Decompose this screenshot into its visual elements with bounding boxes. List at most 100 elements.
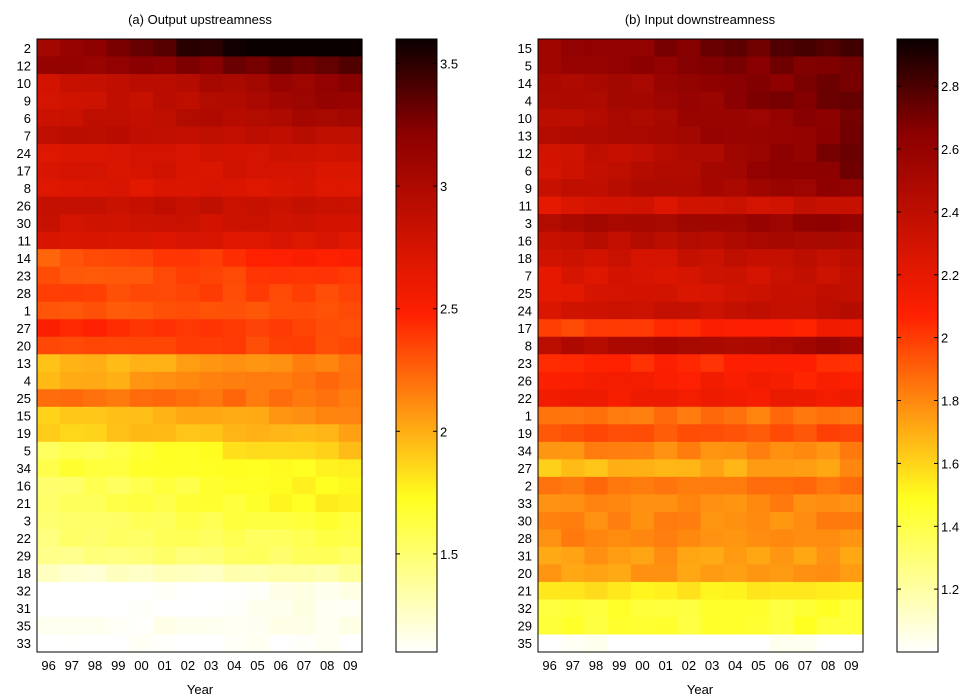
heatmap-cell <box>83 214 108 233</box>
heatmap-cell <box>700 91 725 110</box>
heatmap-cell <box>83 179 108 198</box>
heatmap-cell <box>538 494 562 513</box>
heatmap-cell <box>770 459 794 478</box>
heatmap-cell <box>700 266 725 285</box>
heatmap-cell <box>153 634 177 653</box>
heatmap-cell <box>700 231 725 250</box>
heatmap-cell <box>793 476 818 495</box>
heatmap-cell <box>106 179 131 198</box>
x-tick-label: 00 <box>635 658 649 673</box>
heatmap-cell <box>245 406 270 425</box>
heatmap-cell <box>723 529 748 548</box>
y-tick-label: 31 <box>518 549 532 564</box>
heatmap-cell <box>269 214 293 233</box>
heatmap-cell <box>199 546 224 566</box>
heatmap-cell <box>37 196 61 215</box>
y-tick-label: 15 <box>518 41 532 56</box>
heatmap-cell <box>199 494 224 513</box>
heatmap-cell <box>561 336 586 355</box>
heatmap-cell <box>677 301 702 320</box>
heatmap-cell <box>677 599 702 618</box>
heatmap-cell <box>292 74 317 93</box>
heatmap-cell <box>793 231 818 250</box>
heatmap-cell <box>723 249 748 268</box>
heatmap-cell <box>770 354 794 373</box>
heatmap-cell <box>746 249 771 268</box>
heatmap-cell <box>630 441 655 460</box>
heatmap-cell <box>630 406 655 425</box>
heatmap-cell <box>129 126 154 145</box>
heatmap-cell <box>723 214 748 233</box>
heatmap-cell <box>723 319 748 338</box>
heatmap-cell <box>700 179 725 198</box>
heatmap-cell <box>245 546 270 566</box>
heatmap-cell <box>83 371 108 390</box>
heatmap-cell <box>129 196 154 215</box>
y-tick-label: 7 <box>24 128 31 143</box>
heatmap-cell <box>315 319 340 338</box>
heatmap-cell <box>561 179 586 198</box>
heatmap-cell <box>245 249 270 268</box>
heatmap-cell <box>106 249 131 268</box>
heatmap-cell <box>746 126 771 145</box>
heatmap-cell <box>37 214 61 233</box>
heatmap-cell <box>654 284 678 303</box>
heatmap-cell <box>60 74 85 93</box>
heatmap-cell <box>338 616 363 636</box>
y-tick-label: 24 <box>518 304 532 319</box>
heatmap-cell <box>584 249 609 268</box>
heatmap-cell <box>584 39 609 58</box>
heatmap-cell <box>770 634 794 653</box>
heatmap-cell <box>607 599 632 618</box>
y-tick-label: 10 <box>17 76 31 91</box>
heatmap-cell <box>129 529 154 548</box>
heatmap-cell <box>538 249 562 268</box>
heatmap-cell <box>37 441 61 460</box>
heatmap-cell <box>199 511 224 530</box>
heatmap-cell <box>315 284 340 303</box>
heatmap-cell <box>176 371 201 390</box>
heatmap-cell <box>770 581 794 601</box>
heatmap-cell <box>37 634 61 653</box>
heatmap-cell <box>83 249 108 268</box>
heatmap-cell <box>269 179 293 198</box>
heatmap-cell <box>839 231 864 250</box>
heatmap-cell <box>292 56 317 75</box>
heatmap-cell <box>538 39 562 58</box>
heatmap-cell <box>60 529 85 548</box>
heatmap-cell <box>630 494 655 513</box>
heatmap-cell <box>153 126 177 145</box>
y-tick-label: 15 <box>17 409 31 424</box>
heatmap-cell <box>700 74 725 93</box>
heatmap-cell <box>839 109 864 128</box>
heatmap-cells-a <box>37 39 363 653</box>
heatmap-cell <box>269 91 293 110</box>
heatmap-cell <box>607 284 632 303</box>
heatmap-cell <box>839 581 864 601</box>
heatmap-cell <box>677 459 702 478</box>
heatmap-cell <box>129 179 154 198</box>
heatmap-cell <box>176 424 201 443</box>
heatmap-cell <box>199 249 224 268</box>
heatmap-cell <box>245 564 270 583</box>
heatmap-cell <box>83 476 108 495</box>
heatmap-cell <box>793 616 818 636</box>
heatmap-cell <box>176 56 201 75</box>
heatmap-cell <box>561 161 586 180</box>
heatmap-cell <box>269 441 293 460</box>
heatmap-cell <box>315 564 340 583</box>
heatmap-cell <box>129 354 154 373</box>
heatmap-cell <box>839 266 864 285</box>
heatmap-cell <box>37 284 61 303</box>
y-tick-label: 17 <box>518 321 532 336</box>
y-tick-label: 34 <box>17 461 31 476</box>
heatmap-cell <box>292 476 317 495</box>
heatmap-cell <box>677 371 702 390</box>
heatmap-cell <box>561 301 586 320</box>
heatmap-cell <box>83 546 108 566</box>
heatmap-cell <box>746 581 771 601</box>
heatmap-cell <box>677 91 702 110</box>
heatmap-cell <box>269 564 293 583</box>
heatmap-cell <box>561 546 586 566</box>
heatmap-cell <box>292 371 317 390</box>
